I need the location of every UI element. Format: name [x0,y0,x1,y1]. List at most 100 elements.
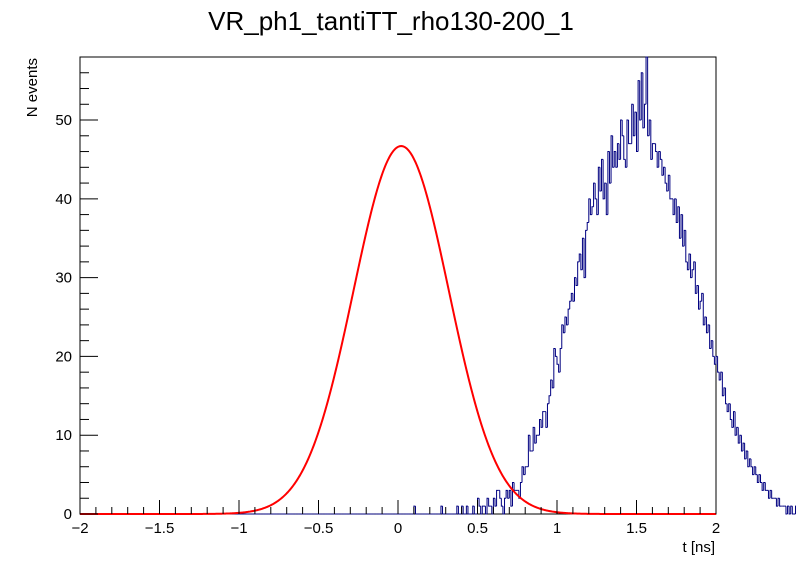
y-tick-label: 50 [55,112,72,129]
histogram-bin [643,103,647,128]
histogram-bin [717,356,720,373]
histogram-bin [589,198,592,216]
histogram-bin [559,348,562,373]
histogram-bin [702,293,705,326]
histogram-bin [680,214,683,239]
histogram-bin [737,427,740,444]
histogram-bin [651,143,654,160]
histogram-bin [542,411,545,428]
histogram-bin [655,143,658,153]
histogram-bin [573,277,577,302]
histogram-bin [505,489,508,499]
histogram-bin [664,167,667,184]
histogram-bin [709,324,712,350]
histogram-bin [548,395,551,404]
histogram-bin [745,450,748,459]
histogram-bin [511,481,515,507]
x-tick-label: 0.5 [467,520,488,537]
histogram-bin [488,498,491,507]
histogram-bin [672,198,675,216]
histogram-bin [551,380,554,389]
histogram-bin [585,229,588,278]
histogram-bin [532,426,535,451]
histogram-bin [712,340,715,357]
x-axis-label: t [ns] [682,539,715,556]
histogram-bin [567,308,570,325]
histogram-bin [499,490,502,499]
histogram-bin [607,151,610,215]
x-tick-label: 0 [394,520,402,537]
histogram-bin [690,253,693,279]
histogram-bin [777,497,780,507]
y-axis-label: N events [24,58,41,117]
histogram-bin [414,506,418,515]
x-axis: −2 −1.5 −1 −0.5 0 0.5 1 1.5 2 [71,500,720,537]
histogram-bin [732,411,736,428]
histogram-bin [575,277,578,286]
histogram-bin [734,411,737,436]
histogram-bin [569,300,572,310]
histogram-bin [562,324,565,334]
histogram-bin [631,103,634,144]
histogram-bin [572,293,575,302]
histogram-bin [656,151,659,168]
histogram-bin [779,498,782,507]
histogram-bin [546,403,550,428]
histogram-bin [791,506,794,515]
histogram-bin [577,261,580,286]
histogram-bin [523,466,526,476]
x-tick-label: −2 [71,520,88,537]
histogram-bin [478,498,481,507]
histogram-bin [666,183,669,192]
histogram-bin [661,159,664,176]
histogram-bin [764,482,767,491]
histogram-bin [593,182,596,207]
histogram-bin [623,135,626,160]
histogram-bin [519,481,523,499]
histogram-bin [539,418,542,436]
x-tick-label: 1 [553,520,561,537]
histogram-bin [678,206,682,239]
histogram-bin [554,348,557,357]
histogram-bin [658,151,661,168]
histogram-bin [675,198,678,223]
histogram-bin [775,498,779,507]
histogram-bin [677,206,680,223]
histogram-bin [618,143,621,160]
histogram-bin [720,371,723,381]
histogram-bin [586,221,589,231]
histogram-bin [729,403,732,420]
histogram-bin [650,120,653,160]
histogram-bin [740,435,744,452]
histogram-bin [788,506,791,515]
histogram-bin [639,80,642,121]
histogram-bin [494,498,497,507]
histogram-bin [481,505,484,514]
histogram-bin [527,434,530,467]
histogram-bin [612,135,615,168]
histogram-bin [502,506,505,515]
histogram-bin [707,324,710,333]
histogram-bin [688,253,691,270]
histogram-bin [594,183,597,200]
histogram-bin [637,80,640,152]
y-tick-label: 30 [55,270,72,287]
histogram-bin [755,466,758,476]
histogram-bin [715,355,718,365]
histogram-bin [632,104,635,137]
histogram-bin [648,119,651,136]
histogram-bin [462,506,465,515]
histogram-bin [613,151,616,168]
histogram-bin [507,490,510,499]
histogram-bin [628,120,631,145]
histogram-bin [763,481,766,491]
x-tick-label: 2 [712,520,720,537]
histogram-bin [642,72,645,129]
histogram-bin [753,466,756,475]
histogram-bin [674,198,677,215]
histogram-bin [578,253,581,262]
histogram-bin [726,403,729,413]
histogram-bin [699,300,702,310]
y-axis: 0 10 20 30 40 50 [55,56,98,523]
histogram-bin [504,497,507,514]
